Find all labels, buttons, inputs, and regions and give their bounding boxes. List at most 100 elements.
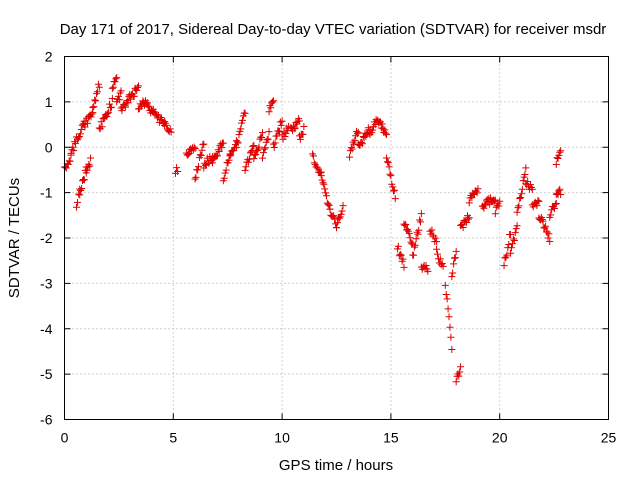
data-point [474,185,482,193]
data-point [448,345,456,353]
data-point [513,208,521,216]
data-point [70,147,78,155]
data-point [75,190,83,198]
data-point [495,202,503,210]
data-point [557,147,565,155]
data-point [516,194,524,202]
data-point [292,118,300,126]
data-point [556,185,564,193]
data-point [276,118,284,126]
data-point [118,107,126,115]
data-point [542,222,550,230]
data-point [411,241,419,249]
data-point [259,154,267,162]
data-point [67,151,75,159]
data-point [468,194,476,202]
data-point [245,158,253,166]
data-point [213,152,221,160]
data-point [325,201,333,209]
data-point [555,187,563,195]
y-tick-label: 1 [45,94,53,110]
data-point [552,160,560,168]
data-point [247,148,255,156]
data-point [162,121,170,129]
data-point [86,162,94,170]
y-tick-label: 2 [45,49,53,65]
data-point [514,204,522,212]
data-point [241,109,249,117]
data-point [496,197,504,205]
y-tick-label: 0 [45,139,53,155]
y-tick-label: -3 [40,275,53,291]
data-point [390,187,398,195]
data-point [109,83,117,91]
x-tick-label: 10 [274,430,290,446]
data-point [527,184,535,192]
data-point [354,128,362,136]
data-point [385,163,393,171]
data-point [134,84,142,92]
data-point [260,145,268,153]
data-point [437,261,445,269]
y-tick-label: -2 [40,230,53,246]
data-point [399,255,407,263]
data-point [526,181,534,189]
data-point [465,214,473,222]
data-point [80,176,88,184]
data-point [379,125,387,133]
data-point [383,154,391,162]
data-point [105,108,113,116]
data-point [338,207,346,215]
data-point [358,140,366,148]
data-point [263,136,271,144]
data-point [339,202,347,210]
data-point [538,215,546,223]
data-point [333,219,341,227]
data-point [130,92,138,100]
data-point [378,120,386,128]
data-point [273,132,281,140]
data-point [253,147,261,155]
data-point [439,262,447,270]
data-point [348,145,356,153]
data-point [76,185,84,193]
chart-title: Day 171 of 2017, Sidereal Day-to-day VTE… [60,21,607,38]
data-point [269,98,277,106]
data-point [446,323,454,331]
data-point [241,166,249,174]
data-point [85,160,93,168]
data-point [452,378,460,386]
data-point [291,124,299,132]
data-point [484,199,492,207]
data-point [473,189,481,197]
data-point [144,102,152,110]
data-point [394,242,402,250]
data-point [219,139,227,147]
data-point [104,109,112,117]
data-point [309,152,317,160]
data-point [552,199,560,207]
data-point [465,199,473,207]
data-point [382,129,390,137]
data-point [94,80,102,88]
data-point [416,216,424,224]
data-point [267,104,275,112]
data-point [448,273,456,281]
data-point [406,234,414,242]
y-tick-label: -4 [40,321,53,337]
data-point [314,164,322,172]
data-point [358,138,366,146]
data-point [221,169,229,177]
data-point [508,240,516,248]
data-point [242,163,250,171]
data-point [324,200,332,208]
data-point [337,210,345,218]
data-point [517,194,525,202]
data-point [197,152,205,160]
data-point [443,295,451,303]
data-point [108,95,116,103]
data-point [543,228,551,236]
data-point [317,168,325,176]
data-point [433,245,441,253]
data-point [222,166,230,174]
